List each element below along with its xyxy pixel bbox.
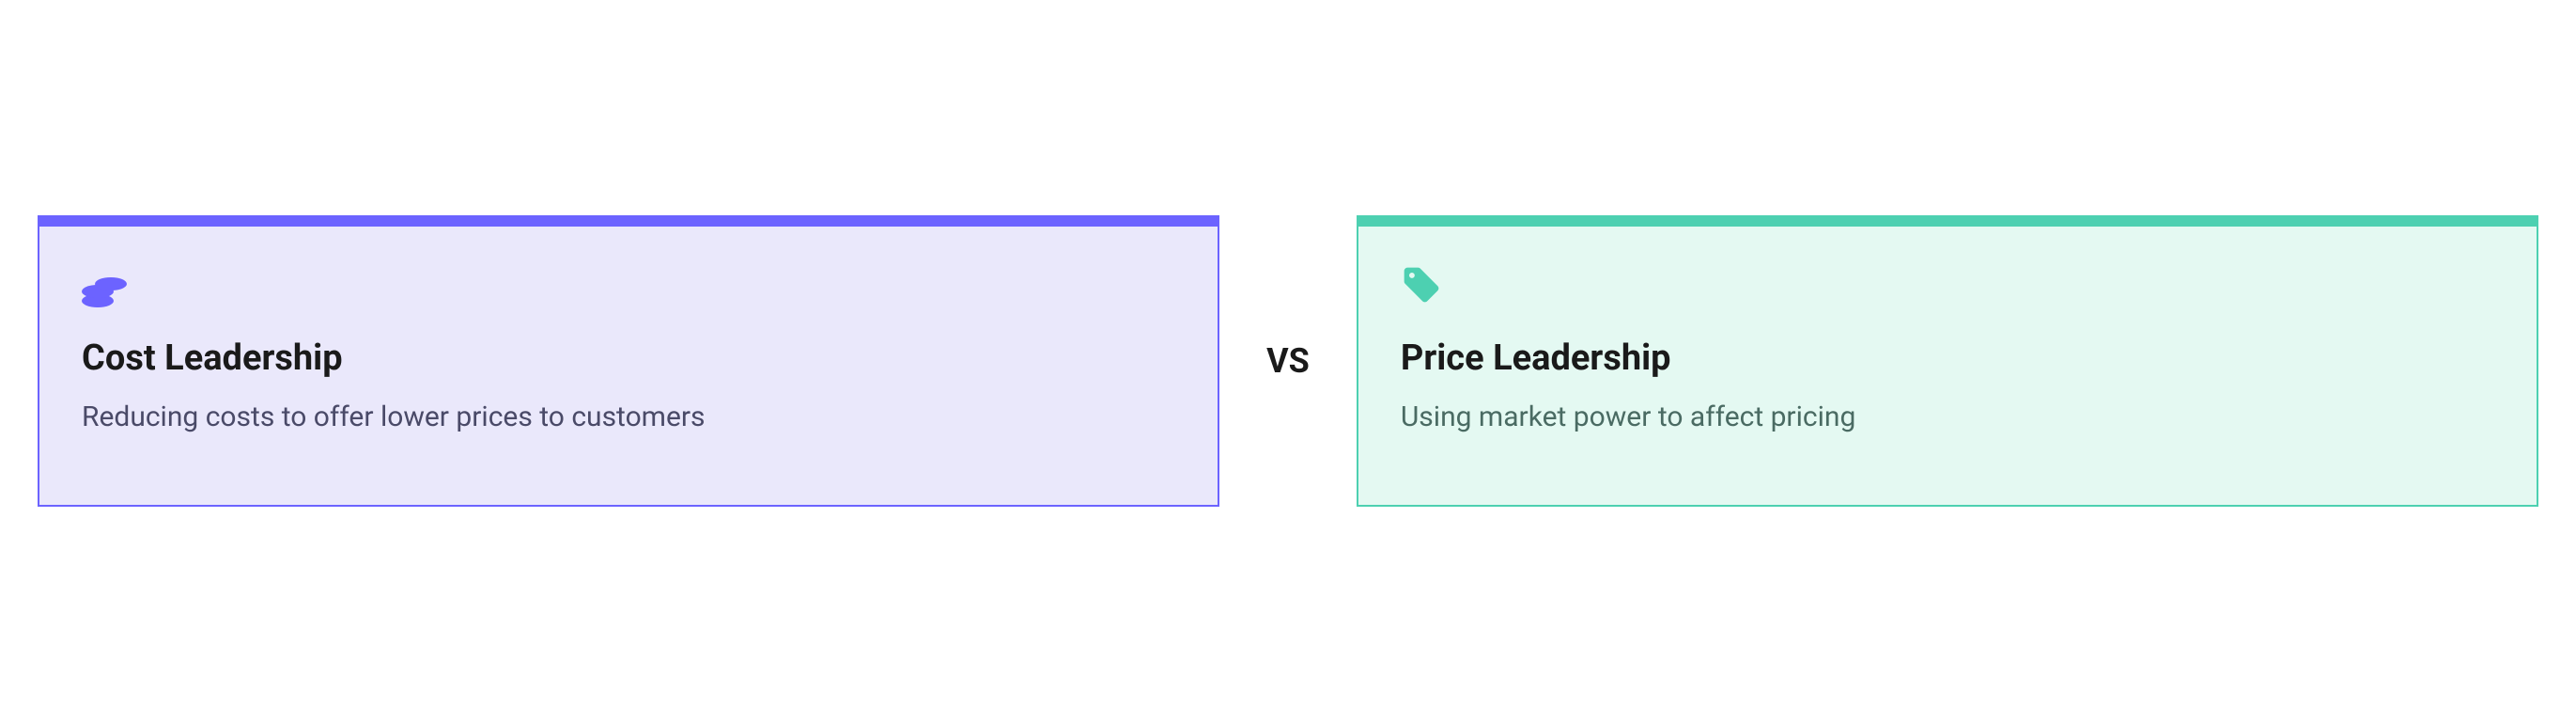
card-cost-leadership: Cost Leadership Reducing costs to offer … xyxy=(38,215,1219,507)
card-price-leadership: Price Leadership Using market power to a… xyxy=(1357,215,2538,507)
vs-separator: VS xyxy=(1266,341,1310,381)
comparison-container: Cost Leadership Reducing costs to offer … xyxy=(38,215,2538,507)
card-title: Price Leadership xyxy=(1401,337,2494,379)
card-title: Cost Leadership xyxy=(82,337,1175,379)
card-icon-wrapper xyxy=(82,264,1175,309)
card-icon-wrapper xyxy=(1401,264,2494,309)
card-description: Using market power to affect pricing xyxy=(1401,396,2494,438)
coins-icon xyxy=(82,266,127,307)
card-description: Reducing costs to offer lower prices to … xyxy=(82,396,1175,438)
tag-icon xyxy=(1401,264,1442,309)
